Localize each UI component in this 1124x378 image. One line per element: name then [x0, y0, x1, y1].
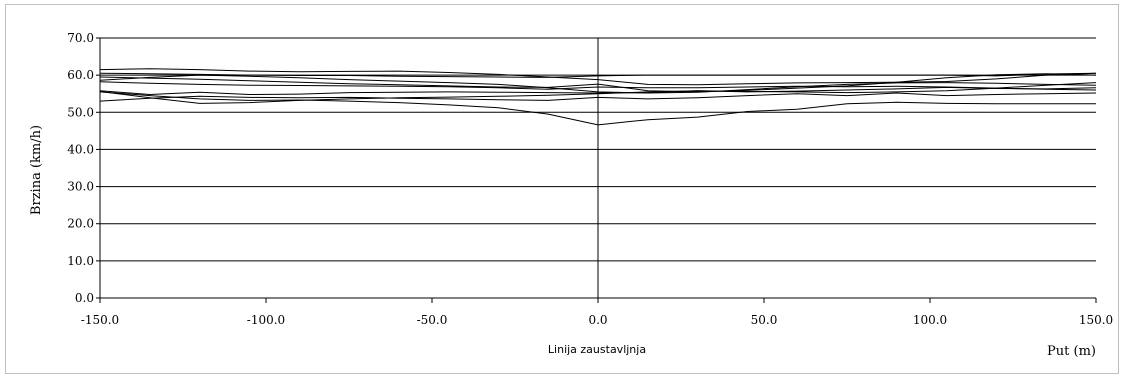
stop-line-label: Linija zaustavljnja	[548, 343, 646, 356]
series-line-8	[99, 92, 1097, 102]
series-line-7	[99, 82, 1097, 104]
tick-labels: 0.0 10.0 20.0 30.0 40.0 50.0 60.0 70.0 -150.0 -10…	[67, 31, 1113, 327]
series-line-4	[99, 74, 1097, 94]
series-line-2	[99, 72, 1097, 78]
axes	[96, 37, 1097, 303]
y-tick-label: 20.0	[67, 217, 94, 231]
series-line-5	[99, 81, 1097, 91]
x-tick-label: 100.0	[913, 313, 947, 327]
series-line-3	[99, 73, 1097, 93]
series-line-6	[99, 86, 1097, 95]
series-lines	[99, 68, 1097, 126]
y-tick-label: 40.0	[67, 142, 94, 156]
y-tick-label: 0.0	[75, 291, 94, 305]
x-tick-label: 150.0	[1079, 313, 1113, 327]
x-axis-title: Put (m)	[1047, 344, 1096, 359]
series-line-1	[99, 68, 1097, 86]
x-tick-label: 50.0	[751, 313, 778, 327]
x-tick-label: -50.0	[417, 313, 448, 327]
x-tick-label: 0.0	[588, 313, 607, 327]
y-tick-label: 60.0	[67, 68, 94, 82]
y-tick-label: 30.0	[67, 180, 94, 194]
y-tick-label: 50.0	[67, 105, 94, 119]
y-tick-label: 70.0	[67, 31, 94, 45]
chart-frame	[5, 4, 1119, 374]
series-line-9	[99, 91, 1096, 126]
y-tick-label: 10.0	[67, 254, 94, 268]
x-tick-label: -100.0	[247, 313, 285, 327]
y-axis-title: Brzina (km/h)	[29, 125, 44, 215]
x-tick-label: -150.0	[81, 313, 119, 327]
